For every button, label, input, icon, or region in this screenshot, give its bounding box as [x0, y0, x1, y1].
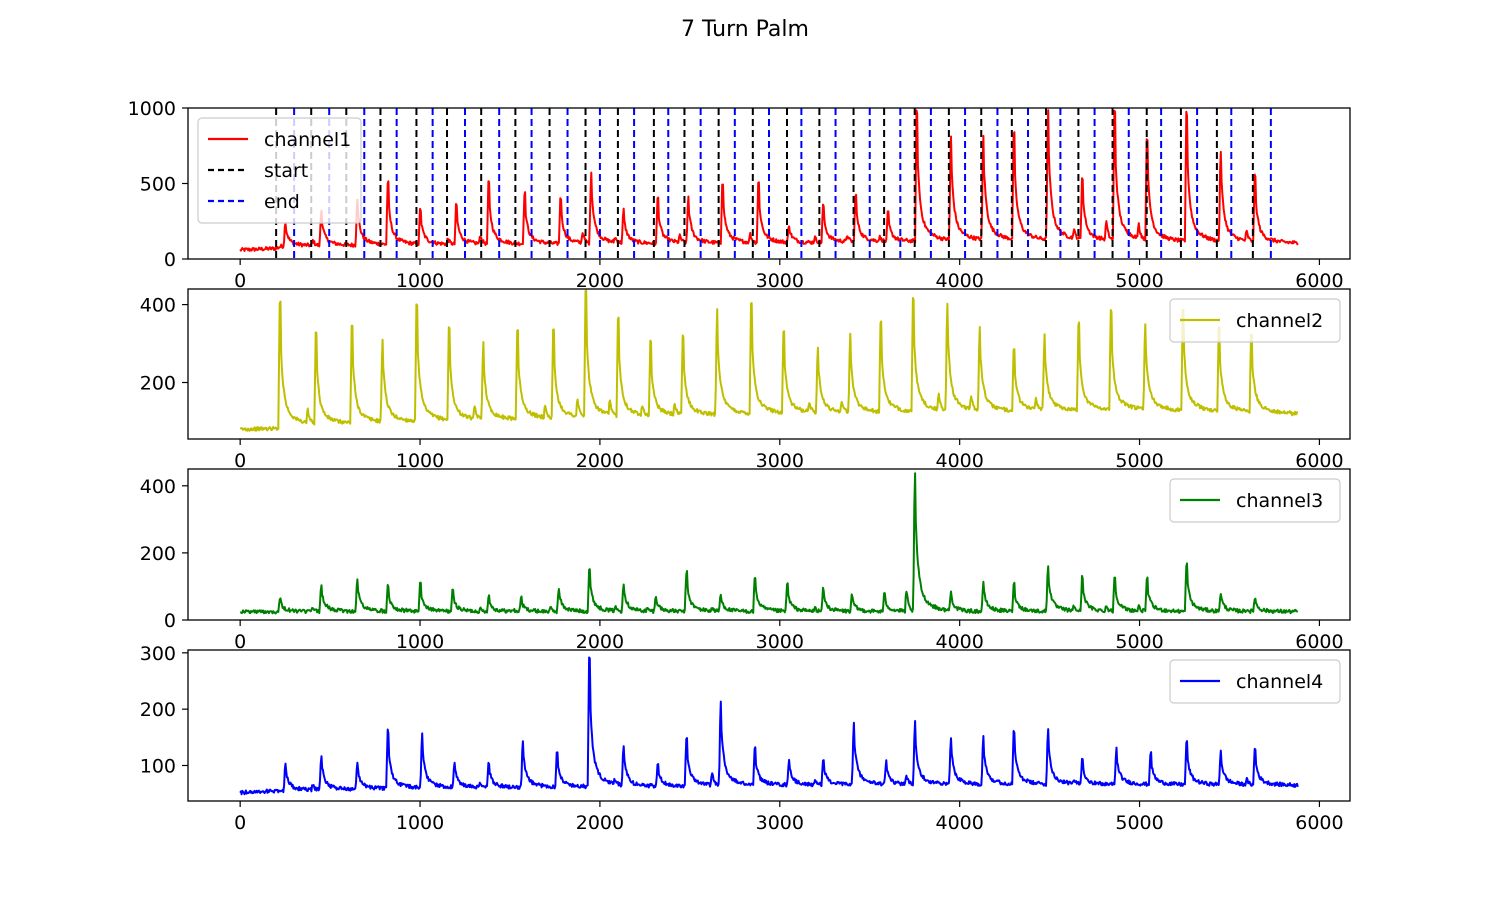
- legend-channel2: channel2: [1169, 298, 1341, 343]
- subplot-channel2: 0 1000 2000 3000 4000 5000 6000 200 400 channel2: [140, 288, 1351, 472]
- x-tick-label-channel2-3: 3000: [756, 450, 804, 472]
- x-tick-label-channel1-2: 2000: [576, 270, 624, 292]
- y-tick-label-channel3-1: 200: [140, 543, 176, 565]
- series-line-channel4: [239, 656, 1299, 796]
- legend-channel3: channel3: [1169, 478, 1341, 523]
- series-line-channel2: [239, 289, 1299, 432]
- x-tick-label-channel1-0: 0: [234, 270, 246, 292]
- x-tick-label-channel4-2: 2000: [576, 812, 624, 834]
- legend-label-channel3: channel3: [1236, 490, 1323, 512]
- x-tick-label-channel3-2: 2000: [576, 631, 624, 653]
- figure-title: 7 Turn Palm: [681, 17, 809, 42]
- legend-channel1: channel1 start end: [197, 117, 362, 224]
- y-tick-label-channel4-0: 100: [140, 756, 176, 778]
- legend-label-channel4: channel4: [1236, 671, 1323, 693]
- x-tick-label-channel1-5: 5000: [1115, 270, 1163, 292]
- legend-box-channel2: [1169, 298, 1341, 343]
- x-tick-label-channel2-5: 5000: [1115, 450, 1163, 472]
- x-tick-label-channel3-5: 5000: [1115, 631, 1163, 653]
- axes-frame-channel3: [187, 468, 1351, 621]
- series-line-channel3: [239, 472, 1299, 615]
- x-tick-label-channel3-4: 4000: [935, 631, 983, 653]
- legend-label-channel2: channel2: [1236, 310, 1323, 332]
- subplot-channel3: 0 1000 2000 3000 4000 5000 6000 0 200 400 channel3: [140, 468, 1351, 653]
- x-tick-label-channel2-0: 0: [234, 450, 246, 472]
- y-tick-label-channel3-0: 0: [164, 610, 176, 632]
- x-tick-label-channel4-6: 6000: [1295, 812, 1343, 834]
- legend-label-start: start: [264, 160, 308, 182]
- x-tick-label-channel2-6: 6000: [1295, 450, 1343, 472]
- legend-box-channel1: [197, 117, 362, 224]
- x-tick-label-channel2-2: 2000: [576, 450, 624, 472]
- y-tick-label-channel1-0: 0: [164, 249, 176, 271]
- y-tick-label-channel1-1: 500: [140, 174, 176, 196]
- x-tick-label-channel1-3: 3000: [756, 270, 804, 292]
- subplot-channel1: 0 1000 2000 3000 4000 5000 6000 0 500 1000 channel…: [128, 98, 1351, 292]
- legend-label-channel1: channel1: [264, 129, 351, 151]
- x-tick-label-channel3-3: 3000: [756, 631, 804, 653]
- x-tick-label-channel4-5: 5000: [1115, 812, 1163, 834]
- y-tick-label-channel2-1: 400: [140, 295, 176, 317]
- x-tick-label-channel4-0: 0: [234, 812, 246, 834]
- legend-box-channel3: [1169, 478, 1341, 523]
- legend-channel4: channel4: [1169, 659, 1341, 704]
- y-tick-label-channel4-2: 300: [140, 643, 176, 665]
- x-tick-label-channel3-0: 0: [234, 631, 246, 653]
- subplots-container: 0 1000 2000 3000 4000 5000 600005001000channel…: [128, 98, 1351, 834]
- y-tick-label-channel3-2: 400: [140, 476, 176, 498]
- x-tick-label-channel1-1: 1000: [396, 270, 444, 292]
- x-tick-label-channel4-1: 1000: [396, 812, 444, 834]
- y-tick-label-channel2-0: 200: [140, 373, 176, 395]
- legend-box-channel4: [1169, 659, 1341, 704]
- x-tick-label-channel4-4: 4000: [935, 812, 983, 834]
- x-tick-label-channel2-4: 4000: [935, 450, 983, 472]
- legend-label-end: end: [264, 191, 300, 213]
- x-tick-label-channel2-1: 1000: [396, 450, 444, 472]
- axes-frame-channel2: [187, 288, 1351, 440]
- x-tick-label-channel3-6: 6000: [1295, 631, 1343, 653]
- x-tick-label-channel1-4: 4000: [935, 270, 983, 292]
- axes-frame-channel4: [187, 649, 1351, 802]
- x-tick-label-channel3-1: 1000: [396, 631, 444, 653]
- subplot-channel4: 0 1000 2000 3000 4000 5000 6000 100 200 300 channe…: [140, 643, 1351, 834]
- x-tick-label-channel4-3: 3000: [756, 812, 804, 834]
- x-tick-label-channel1-6: 6000: [1295, 270, 1343, 292]
- y-tick-label-channel1-2: 1000: [128, 98, 176, 120]
- y-tick-label-channel4-1: 200: [140, 699, 176, 721]
